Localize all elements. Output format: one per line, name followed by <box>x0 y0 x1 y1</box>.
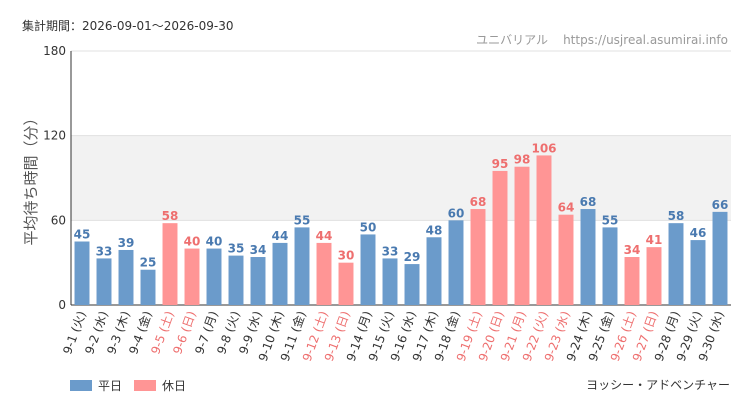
bar <box>712 211 728 305</box>
data-label: 68 <box>580 195 597 209</box>
bar <box>668 223 684 305</box>
bar <box>74 241 90 305</box>
attraction-name: ヨッシー・アドベンチャー <box>586 378 730 392</box>
bar <box>690 240 706 305</box>
data-label: 66 <box>712 198 729 212</box>
bar <box>184 248 200 305</box>
bar <box>206 248 222 305</box>
bar <box>316 242 332 305</box>
data-label: 64 <box>558 201 575 215</box>
data-label: 58 <box>668 209 685 223</box>
bar <box>162 223 178 305</box>
data-label: 60 <box>448 206 465 220</box>
data-label: 45 <box>74 228 91 242</box>
bar <box>272 242 288 305</box>
data-label: 33 <box>382 244 399 258</box>
bar <box>448 220 464 305</box>
bar <box>514 166 530 305</box>
data-label: 98 <box>514 153 531 167</box>
legend-swatch-weekday <box>70 380 92 391</box>
site-url: https://usjreal.asumirai.info <box>563 33 728 47</box>
bar <box>140 269 156 305</box>
data-label: 41 <box>646 233 663 247</box>
data-label: 46 <box>690 226 707 240</box>
y-axis-label: 平均待ち時間（分） <box>22 110 40 245</box>
data-label: 48 <box>426 223 443 237</box>
bar <box>338 262 354 305</box>
y-tick-label: 180 <box>43 44 66 58</box>
bar <box>580 209 596 305</box>
legend-label-weekday: 平日 <box>98 379 122 393</box>
data-label: 95 <box>492 157 509 171</box>
bar <box>426 237 442 305</box>
bar <box>294 227 310 305</box>
data-label: 44 <box>272 229 289 243</box>
grid-band <box>71 135 731 221</box>
data-label: 34 <box>624 243 641 257</box>
bar <box>558 214 574 305</box>
site-name: ユニバリアル <box>476 33 548 47</box>
data-label: 30 <box>338 249 355 263</box>
bar <box>228 255 244 305</box>
bar <box>646 247 662 305</box>
y-tick-label: 120 <box>43 129 66 143</box>
bar <box>250 257 266 305</box>
data-label: 40 <box>206 235 223 249</box>
bar <box>360 234 376 305</box>
data-label: 40 <box>184 235 201 249</box>
data-label: 34 <box>250 243 267 257</box>
legend-swatch-holiday <box>134 380 156 391</box>
bar <box>470 209 486 305</box>
data-label: 44 <box>316 229 333 243</box>
bar <box>624 257 640 305</box>
data-label: 68 <box>470 195 487 209</box>
bar <box>602 227 618 305</box>
data-label: 35 <box>228 242 245 256</box>
data-label: 55 <box>602 213 619 227</box>
y-tick-label: 60 <box>51 213 66 227</box>
data-label: 50 <box>360 220 377 234</box>
data-label: 55 <box>294 213 311 227</box>
data-label: 58 <box>162 209 179 223</box>
legend: 平日 休日 <box>70 379 186 393</box>
data-label: 29 <box>404 250 421 264</box>
bar <box>96 258 112 305</box>
legend-label-holiday: 休日 <box>162 379 186 393</box>
bar <box>118 249 134 305</box>
bar <box>492 170 508 305</box>
bar <box>404 264 420 305</box>
period-text: 集計期間：2026-09-01～2026-09-30 <box>22 18 233 33</box>
site-credit: ユニバリアル https://usjreal.asumirai.info <box>476 29 728 48</box>
data-label: 25 <box>140 256 157 270</box>
bar <box>536 155 552 305</box>
data-label: 39 <box>118 236 135 250</box>
y-tick-label: 0 <box>58 298 66 312</box>
bar <box>382 258 398 305</box>
data-label: 106 <box>531 141 556 155</box>
data-label: 33 <box>96 244 113 258</box>
